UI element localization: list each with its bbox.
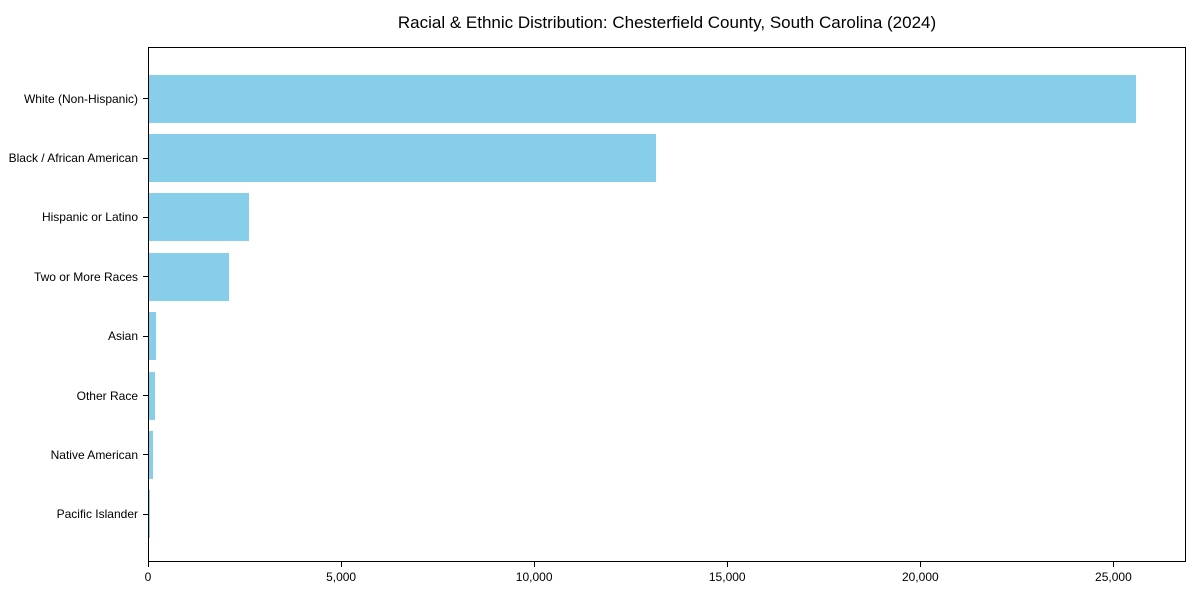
x-tick-mark xyxy=(147,562,149,567)
y-tick-label-white-non-hispanic: White (Non-Hispanic) xyxy=(23,91,138,106)
x-tick-label-5-000: 5,000 xyxy=(326,570,357,584)
y-tick-mark xyxy=(143,216,148,218)
plot-area xyxy=(148,47,1186,562)
bar-row-black-african-american xyxy=(149,128,1185,187)
y-tick-label-hispanic-or-latino: Hispanic or Latino xyxy=(41,210,138,225)
chart-title: Racial & Ethnic Distribution: Chesterfie… xyxy=(397,13,937,32)
y-tick-label-asian: Asian xyxy=(107,329,138,344)
y-tick-mark xyxy=(143,513,148,515)
y-tick-mark xyxy=(143,98,148,100)
bar-row-white-non-hispanic xyxy=(149,69,1185,128)
y-tick-label-two-or-more-races: Two or More Races xyxy=(33,269,138,284)
x-tick-mark xyxy=(726,562,728,567)
y-tick-mark xyxy=(143,454,148,456)
x-tick-mark xyxy=(340,562,342,567)
bar-row-hispanic-or-latino xyxy=(149,188,1185,247)
x-tick-label-10-000: 10,000 xyxy=(515,570,553,584)
y-tick-mark xyxy=(143,395,148,397)
x-tick-mark xyxy=(533,562,535,567)
bar-other-race xyxy=(149,371,156,420)
bar-native-american xyxy=(149,430,153,479)
y-tick-label-native-american: Native American xyxy=(50,447,138,462)
y-tick-label-black-african-american: Black / African American xyxy=(8,151,138,166)
x-tick-label-20-000: 20,000 xyxy=(901,570,939,584)
bars-container xyxy=(149,48,1185,561)
bar-two-or-more-races xyxy=(149,252,229,301)
x-tick-mark xyxy=(1112,562,1114,567)
bar-row-two-or-more-races xyxy=(149,247,1185,306)
y-tick-label-pacific-islander: Pacific Islander xyxy=(56,507,138,522)
bar-white-non-hispanic xyxy=(149,74,1136,123)
bar-row-asian xyxy=(149,307,1185,366)
x-tick-label-25-000: 25,000 xyxy=(1095,570,1132,584)
bar-black-african-american xyxy=(149,134,656,183)
bar-row-other-race xyxy=(149,366,1185,425)
x-tick-mark xyxy=(919,562,921,567)
x-tick-label-15-000: 15,000 xyxy=(708,570,746,584)
bar-asian xyxy=(149,312,157,361)
bar-hispanic-or-latino xyxy=(149,193,250,242)
bar-row-pacific-islander xyxy=(149,485,1185,544)
y-tick-mark xyxy=(143,335,148,337)
x-tick-label-0: 0 xyxy=(144,570,152,584)
bar-row-native-american xyxy=(149,425,1185,484)
y-tick-mark xyxy=(143,157,148,159)
y-tick-label-other-race: Other Race xyxy=(76,388,138,403)
y-tick-mark xyxy=(143,276,148,278)
